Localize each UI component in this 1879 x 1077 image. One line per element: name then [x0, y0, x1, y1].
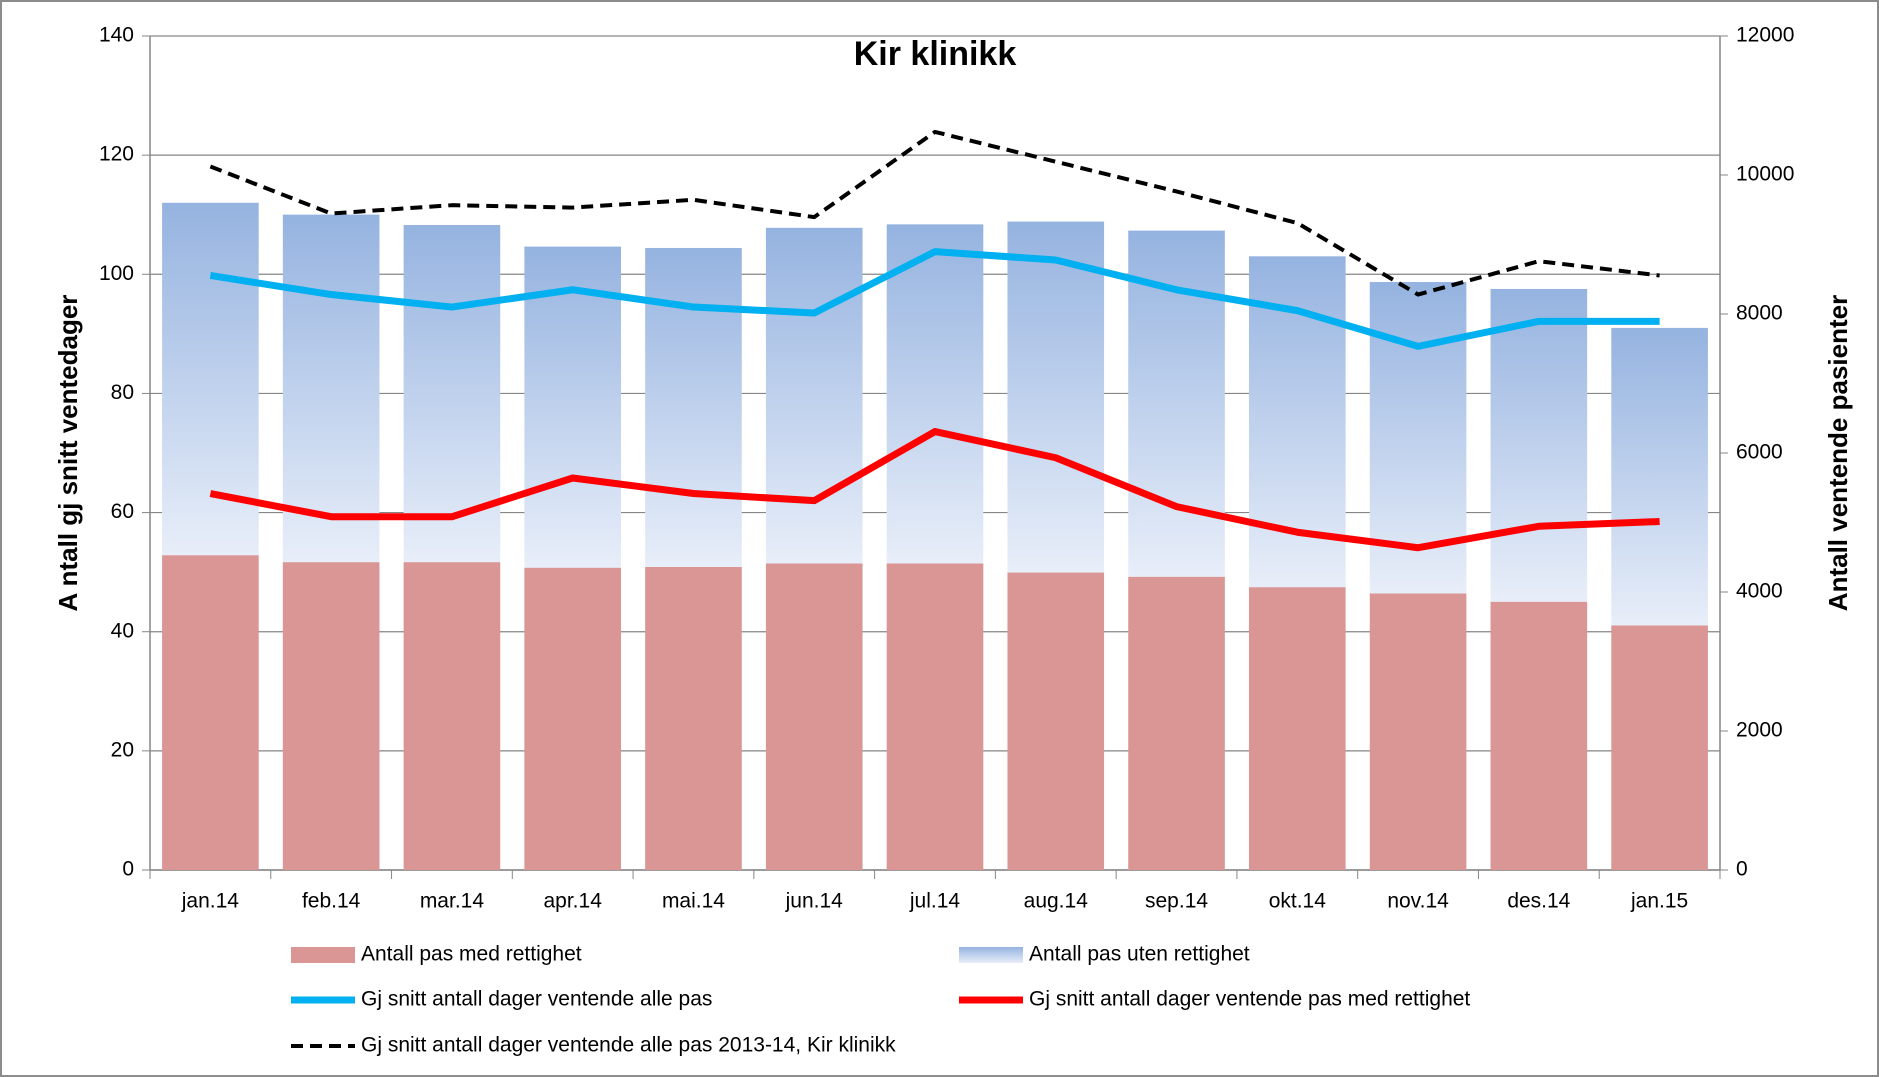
y-tick-label: 100: [99, 262, 134, 285]
legend-label: Gj snitt antall dager ventende alle pas …: [361, 1034, 896, 1057]
x-tick-label: mai.14: [662, 890, 725, 913]
y2-tick-label: 0: [1736, 858, 1748, 881]
bar: [645, 566, 742, 870]
y-tick-label: 20: [111, 738, 134, 761]
y2-tick-label: 10000: [1736, 163, 1794, 186]
x-tick-label: jul.14: [909, 890, 961, 913]
y-tick-label: 120: [99, 143, 134, 166]
bar: [1611, 625, 1708, 870]
x-tick-label: apr.14: [543, 890, 602, 913]
x-tick-label: feb.14: [302, 890, 361, 913]
legend-label: Gj snitt antall dager ventende alle pas: [361, 988, 712, 1011]
y-tick-label: 60: [111, 500, 134, 523]
y2-axis-title: Antall ventende pasienter: [1823, 295, 1853, 611]
x-tick-label: nov.14: [1387, 890, 1449, 913]
y2-tick-label: 12000: [1736, 24, 1794, 47]
legend-label: Antall pas uten rettighet: [1029, 943, 1250, 966]
bar: [403, 562, 501, 870]
bar: [886, 563, 984, 870]
bar: [886, 224, 984, 564]
bar: [282, 562, 380, 870]
y-tick-label: 0: [122, 858, 134, 881]
y2-tick-label: 4000: [1736, 580, 1783, 603]
line-series: [209, 248, 1660, 350]
bar: [765, 227, 863, 564]
bar: [765, 563, 863, 870]
bar: [403, 225, 501, 563]
legend-label: Gj snitt antall dager ventende pas med r…: [1029, 988, 1470, 1011]
x-tick-label: mar.14: [420, 890, 485, 913]
legend-swatch: [959, 947, 1023, 963]
y2-tick-label: 6000: [1736, 441, 1783, 464]
bar: [282, 214, 380, 563]
x-tick-label: okt.14: [1269, 890, 1327, 913]
chart-title: Kir klinikk: [854, 35, 1017, 73]
bar: [1490, 601, 1588, 870]
y2-tick-label: 2000: [1736, 719, 1783, 742]
bar: [162, 555, 259, 870]
line-series: [209, 428, 1660, 552]
bar: [1490, 288, 1588, 602]
bar: [1249, 587, 1346, 870]
x-tick-label: sep.14: [1145, 890, 1208, 913]
bar: [524, 246, 621, 568]
legend-label: Antall pas med rettighet: [361, 943, 582, 966]
x-tick-label: jan.14: [181, 890, 240, 913]
bar: [524, 567, 621, 870]
y-tick-label: 140: [99, 24, 134, 47]
x-tick-label: des.14: [1507, 890, 1570, 913]
x-tick-label: aug.14: [1024, 890, 1089, 913]
bar: [645, 247, 742, 567]
bar: [1369, 593, 1467, 870]
bar: [1007, 572, 1105, 870]
bar: [1611, 327, 1708, 626]
x-tick-label: jan.15: [1630, 890, 1688, 913]
y2-tick-label: 8000: [1736, 302, 1783, 325]
bar: [1007, 221, 1105, 573]
y-axis-title: A ntall gj snitt ventedager: [53, 295, 83, 612]
legend-swatch: [291, 947, 355, 963]
bar: [1128, 576, 1225, 870]
y-tick-label: 40: [111, 619, 134, 642]
line-series: [209, 129, 1660, 297]
y-tick-label: 80: [111, 381, 134, 404]
x-tick-label: jun.14: [785, 890, 844, 913]
